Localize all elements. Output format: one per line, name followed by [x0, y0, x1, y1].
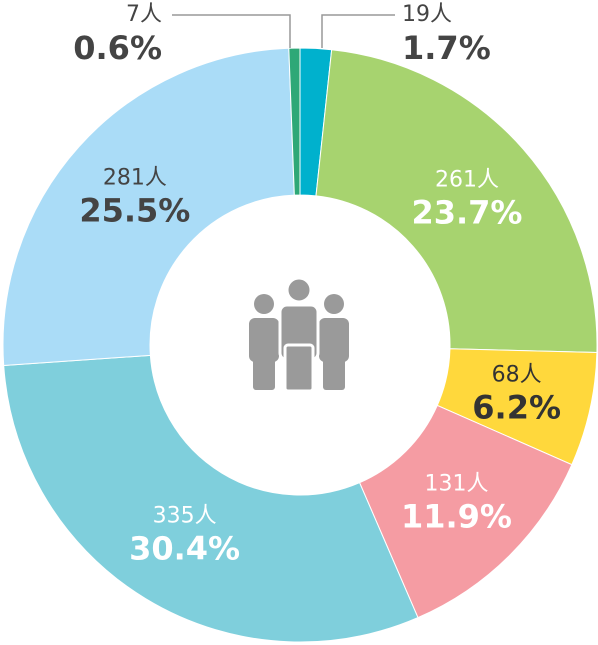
- slice: [3, 354, 419, 643]
- count-label: 7人: [126, 2, 162, 27]
- slice: [358, 404, 573, 619]
- leader-line: [321, 14, 395, 48]
- value-label: 0.6%: [73, 29, 162, 67]
- count-label: 261人: [435, 168, 499, 193]
- count-label: 335人: [153, 504, 217, 529]
- count-label: 131人: [424, 471, 488, 496]
- value-label: 11.9%: [401, 497, 512, 535]
- value-label: 1.7%: [402, 29, 491, 67]
- value-label: 6.2%: [472, 388, 561, 426]
- value-label: 25.5%: [79, 192, 190, 230]
- value-label: 23.7%: [411, 194, 522, 232]
- leader-line: [172, 14, 291, 48]
- count-label: 281人: [103, 166, 167, 191]
- people-icon: [249, 276, 349, 393]
- value-label: 30.4%: [129, 530, 240, 568]
- slice: [2, 47, 295, 367]
- slice: [288, 47, 301, 196]
- slice: [315, 49, 598, 353]
- count-label: 19人: [402, 2, 452, 27]
- count-label: 68人: [492, 362, 542, 387]
